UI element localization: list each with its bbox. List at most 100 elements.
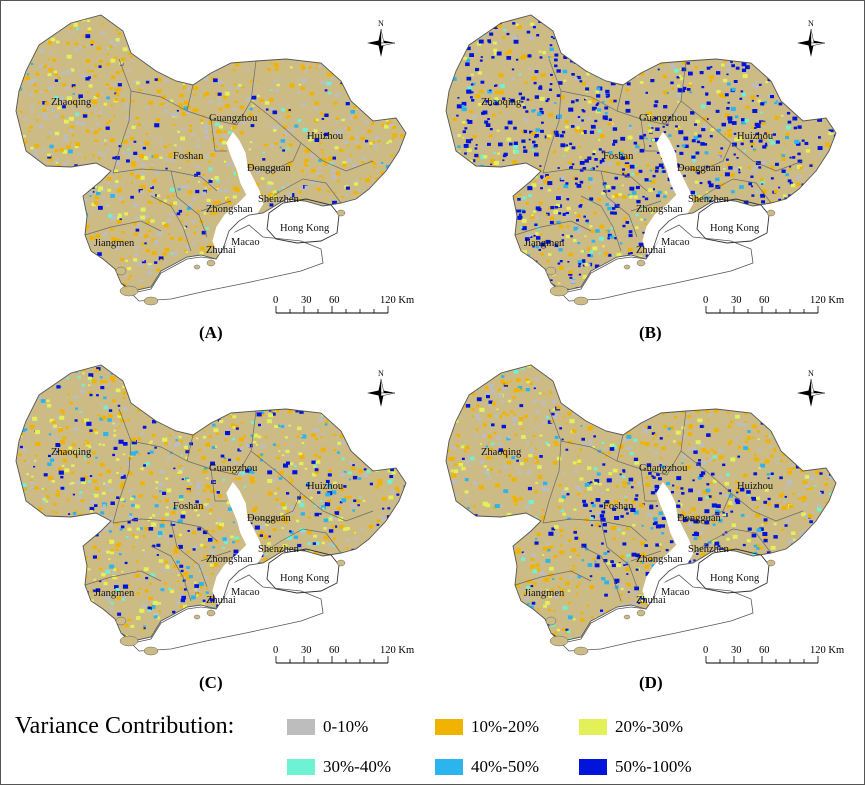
hong-kong-box (266, 548, 340, 594)
legend-swatch (287, 759, 315, 775)
district-boundary (246, 492, 302, 522)
place-label: Zhaoqing (51, 97, 92, 108)
place-label: Zhongshan (636, 554, 683, 565)
district-boundary (560, 84, 624, 112)
district-boundary (150, 545, 192, 602)
place-label: Zhuhai (206, 595, 236, 606)
scale-tick-label: 0 (703, 295, 708, 306)
island (549, 285, 569, 297)
north-arrow-icon: N (797, 19, 826, 57)
island (545, 616, 557, 626)
legend-label: 20%-30% (615, 717, 683, 736)
place-label: Shenzhen (258, 194, 300, 205)
map-svg-c: Zhaoqing Guangzhou Huizhou Foshan Dongguan Sh… (15, 364, 414, 664)
district-boundary (680, 450, 804, 522)
place-label: Huizhou (737, 131, 774, 142)
panel-label-b: (B) (639, 323, 662, 342)
district-boundary (676, 492, 732, 522)
hong-kong-box (696, 198, 770, 244)
place-label: Jiangmen (94, 238, 135, 249)
island (573, 296, 589, 306)
district-boundary (600, 170, 638, 238)
panel-label-a: (A) (199, 323, 223, 342)
district-boundary (542, 408, 562, 524)
island (636, 259, 646, 267)
map-panel-b: Zhaoqing Guangzhou Huizhou Foshan Dongguan Sh… (431, 1, 861, 346)
scale-tick-label: 120 Km (810, 295, 844, 306)
district-boundary (262, 528, 342, 554)
district-boundary (676, 142, 732, 172)
legend: Variance Contribution: 0-10% 10%-20% 20%… (1, 701, 864, 784)
district-boundary (680, 100, 804, 172)
legend-swatch (435, 719, 463, 735)
district-boundary (150, 195, 192, 252)
district-boundary (200, 200, 232, 212)
place-label: Zhuhai (636, 245, 666, 256)
place-label: Hong Kong (710, 573, 760, 584)
place-label: Guangzhou (209, 113, 258, 124)
island (143, 296, 159, 306)
district-boundary (84, 570, 162, 586)
place-label: Zhaoqing (481, 447, 522, 458)
place-label: Hong Kong (280, 223, 330, 234)
district-boundary (542, 58, 562, 174)
district-boundary (692, 528, 772, 554)
scale-tick-label: 30 (731, 295, 742, 306)
map-panel-a: Zhaoqing Guangzhou Huizhou Foshan Dongguan Sh… (1, 1, 431, 346)
place-label: Huizhou (307, 131, 344, 142)
map-svg-a: Zhaoqing Guangzhou Huizhou Foshan Dongguan Sh… (15, 14, 414, 314)
place-label: Foshan (603, 151, 634, 162)
place-label: Zhongshan (206, 204, 253, 215)
district-boundary (692, 178, 772, 204)
district-boundary (112, 58, 132, 174)
place-label: Hong Kong (710, 223, 760, 234)
place-label: Shenzhen (688, 544, 730, 555)
scale-tick-label: 60 (329, 295, 340, 306)
scale-tick-label: 30 (301, 645, 312, 656)
island (119, 635, 139, 647)
scale-bar: 0 30 60 120 Km (273, 295, 414, 314)
district-boundary (112, 408, 132, 524)
island (336, 559, 346, 567)
place-label: Dongguan (677, 163, 721, 174)
district-boundary (630, 550, 662, 562)
sea-outline (550, 224, 754, 302)
panel-label-d: (D) (639, 673, 663, 692)
place-label: Huizhou (307, 481, 344, 492)
place-label: Macao (661, 237, 690, 248)
map-svg-b: Zhaoqing Guangzhou Huizhou Foshan Dongguan Sh… (445, 14, 844, 314)
island (115, 266, 127, 276)
legend-swatch (435, 759, 463, 775)
place-label: Guangzhou (639, 113, 688, 124)
district-boundary (580, 195, 622, 252)
place-label: Shenzhen (258, 544, 300, 555)
place-label: Macao (231, 587, 260, 598)
district-boundary (200, 550, 232, 562)
sea-outline (120, 224, 324, 302)
scale-tick-label: 120 Km (810, 645, 844, 656)
island (206, 259, 216, 267)
hong-kong-box (696, 548, 770, 594)
place-label: Dongguan (677, 513, 721, 524)
north-label: N (378, 19, 384, 28)
district-boundary (130, 434, 194, 462)
place-label: Guangzhou (209, 463, 258, 474)
hong-kong-box (266, 198, 340, 244)
scale-tick-label: 0 (273, 295, 278, 306)
legend-label: 30%-40% (323, 757, 391, 776)
scale-tick-label: 0 (703, 645, 708, 656)
scale-tick-label: 60 (759, 645, 770, 656)
place-label: Macao (231, 237, 260, 248)
island (636, 609, 646, 617)
region-outline (445, 14, 837, 292)
district-boundary (640, 468, 657, 502)
district-boundary (600, 520, 638, 588)
district-boundary (560, 434, 624, 462)
place-label: Zhongshan (206, 554, 253, 565)
scale-tick-label: 60 (759, 295, 770, 306)
place-label: Dongguan (247, 163, 291, 174)
island (143, 646, 159, 656)
region-outline (445, 364, 837, 642)
island (119, 285, 139, 297)
